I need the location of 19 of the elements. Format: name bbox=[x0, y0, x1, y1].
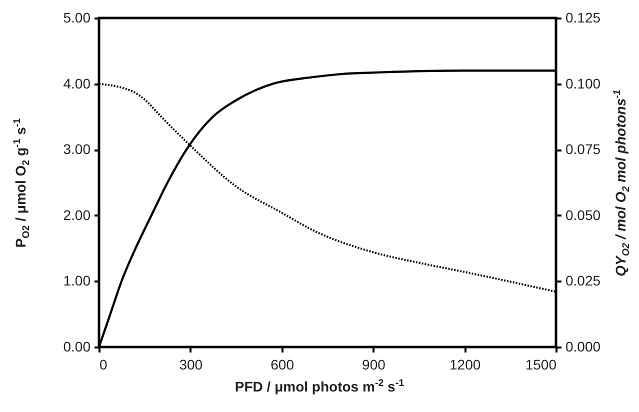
x-tick-label: 600 bbox=[270, 356, 294, 372]
y2-tick-label: 0.000 bbox=[566, 338, 601, 354]
y-tick-label: 2.00 bbox=[63, 206, 91, 223]
y2-tick-label: 0.025 bbox=[566, 272, 601, 289]
y2-tick-label: 0.125 bbox=[566, 10, 601, 26]
y2-tick-label: 0.100 bbox=[566, 75, 601, 92]
x-tick-label: 0 bbox=[100, 356, 108, 372]
x-tick-label: 900 bbox=[362, 356, 386, 372]
x-tick-label: 1500 bbox=[525, 356, 557, 372]
y2-tick-label: 0.075 bbox=[566, 141, 601, 158]
x-axis-title: PFD / μmol photos m$^{-2}$ s$^{-1}$ bbox=[234, 378, 406, 395]
y-tick-label: 5.00 bbox=[63, 10, 91, 26]
y-tick-label: 0.00 bbox=[63, 338, 91, 354]
y2-tick-label: 0.050 bbox=[566, 206, 601, 223]
y-tick-label: 4.00 bbox=[63, 75, 91, 92]
x-tick-label: 1200 bbox=[450, 356, 481, 372]
x-tick-label: 300 bbox=[179, 356, 203, 372]
y-tick-label: 3.00 bbox=[63, 141, 91, 158]
y-tick-label: 1.00 bbox=[63, 272, 91, 289]
